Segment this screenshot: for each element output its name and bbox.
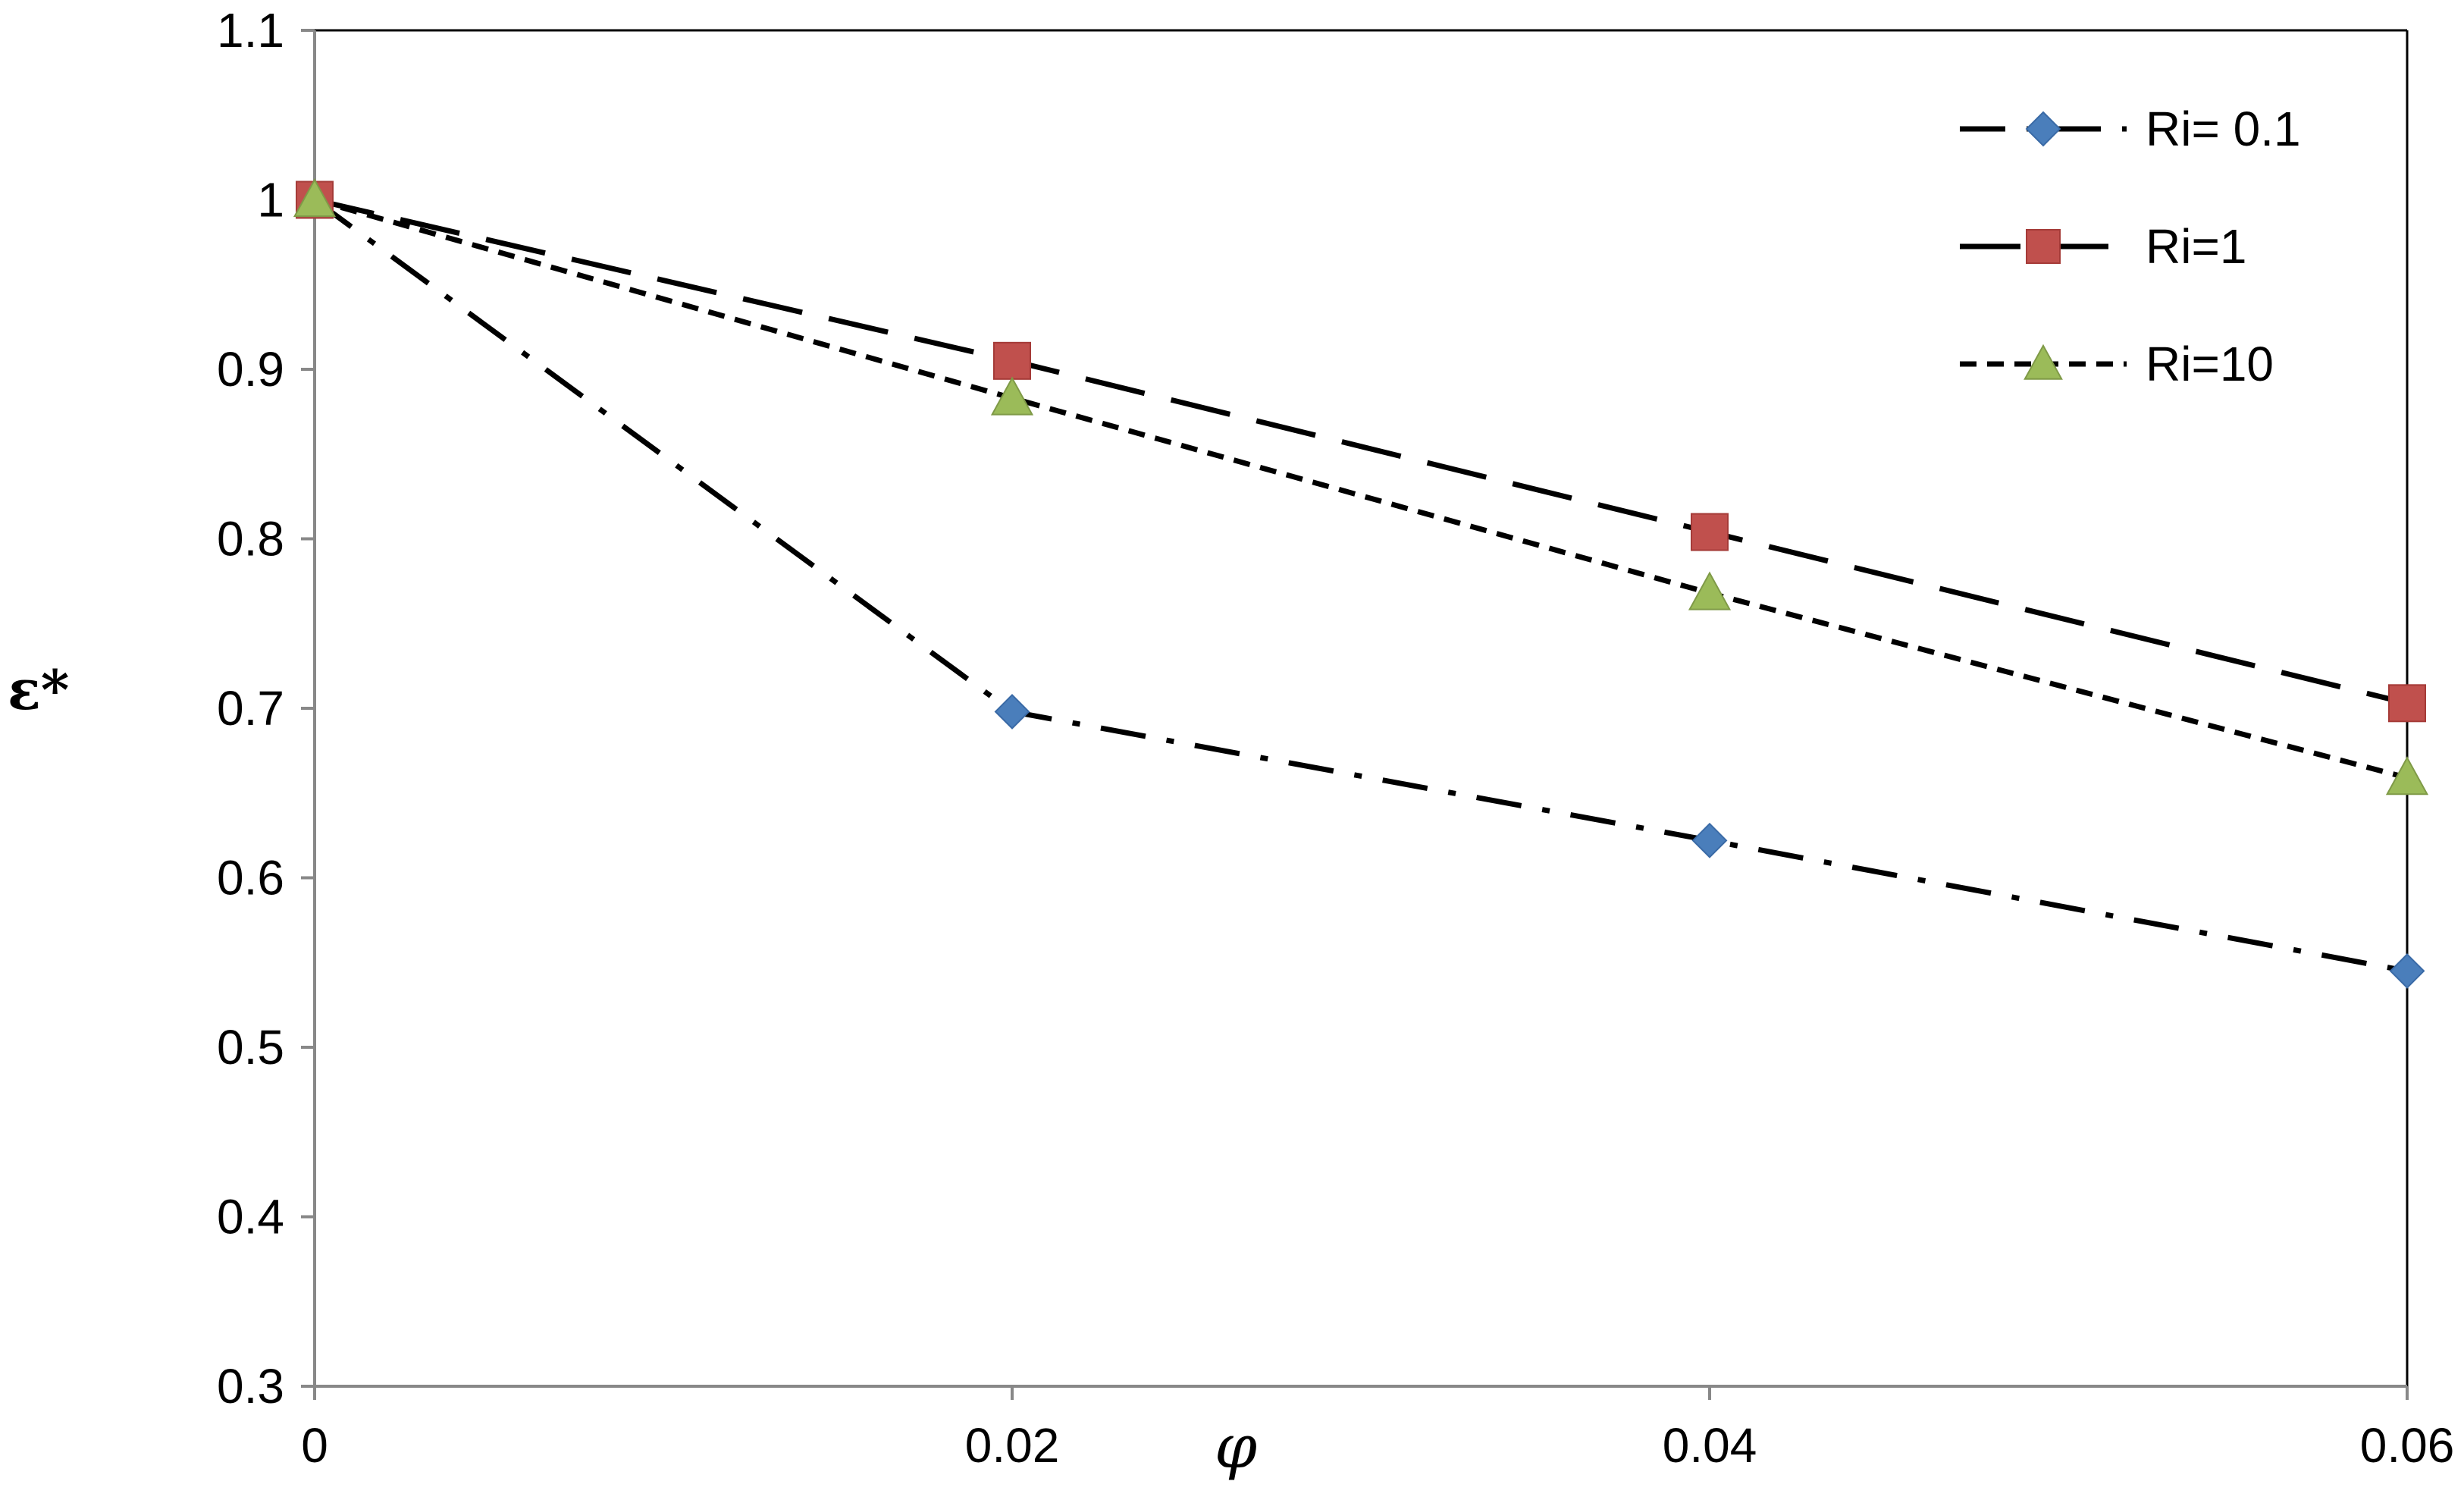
- x-tick-label: 0.04: [1663, 1418, 1757, 1473]
- series-2-point: [990, 376, 1034, 416]
- y-tick-label: 1.1: [217, 3, 284, 58]
- series-0-point: [994, 694, 1030, 730]
- y-tick-label: 1: [257, 173, 284, 228]
- y-tick-label: 0.5: [217, 1020, 284, 1075]
- series-line-0: [312, 197, 2408, 974]
- legend-marker-1: [2026, 229, 2061, 264]
- legend-label-0: Ri= 0.1: [2146, 102, 2301, 156]
- x-tick-label: 0.02: [965, 1418, 1060, 1473]
- y-tick-label: 0.8: [217, 512, 284, 566]
- x-axis-title: φ: [1215, 1411, 1257, 1482]
- y-tick-label: 0.7: [217, 681, 284, 736]
- series-0-point: [1691, 822, 1728, 858]
- y-tick-label: 0.9: [217, 342, 284, 397]
- series-2-point: [1688, 571, 1732, 610]
- y-tick-label: 0.3: [217, 1359, 284, 1414]
- y-tick-label: 0.6: [217, 851, 284, 905]
- y-axis-title: ε*: [8, 657, 69, 722]
- axes-layer: 0.3 0.4 0.5 0.6 0.7 0.8 0.9 1 1.1 0 0.02 0.04 0.06: [217, 3, 2454, 1473]
- series-2-point: [2385, 756, 2429, 796]
- legend-label-1: Ri=1: [2146, 219, 2246, 274]
- series-1-point: [993, 341, 1031, 380]
- y-tick-label: 0.4: [217, 1190, 284, 1244]
- series-0-point: [2389, 953, 2425, 989]
- series-line-1: [314, 197, 2408, 706]
- series-1-point: [2388, 684, 2426, 723]
- x-tick-label: 0: [301, 1418, 328, 1473]
- legend-label-2: Ri=10: [2146, 337, 2274, 391]
- series-1-point: [1691, 513, 1729, 551]
- legend-marker-0: [2025, 111, 2061, 147]
- series-layer: [293, 178, 2429, 989]
- legend-marker-2: [2024, 344, 2063, 380]
- series-2-point: [293, 178, 337, 218]
- x-tick-label: 0.06: [2360, 1418, 2455, 1473]
- legend: Ri= 0.1 Ri=1 Ri=10: [1960, 102, 2301, 391]
- series-line-2: [314, 197, 2408, 781]
